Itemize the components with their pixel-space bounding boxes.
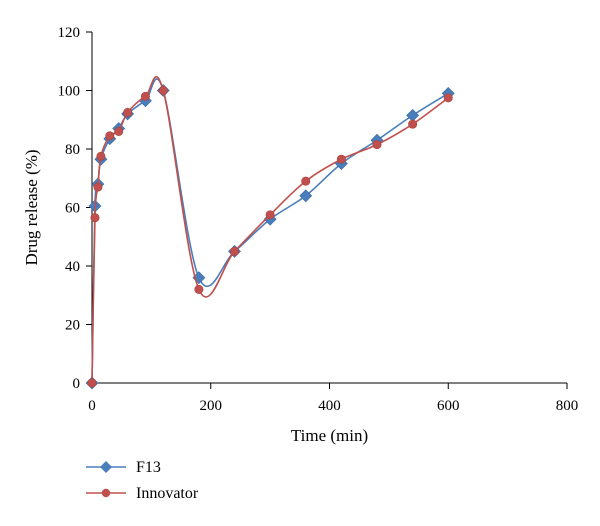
y-tick-label: 100	[58, 84, 81, 100]
data-point-innovator	[194, 284, 204, 294]
y-tick-label: 80	[65, 142, 80, 158]
data-point-innovator	[372, 140, 382, 150]
data-point-innovator	[96, 151, 106, 161]
y-ticks: 0 20 40 60 80 100 120	[58, 25, 92, 392]
data-point-innovator	[87, 378, 97, 388]
x-axis-title: Time (min)	[291, 426, 368, 445]
series-line-innovator	[91, 76, 449, 384]
data-point-innovator	[158, 86, 168, 96]
x-tick-label: 0	[88, 398, 96, 414]
series-line-f13	[91, 78, 449, 384]
y-tick-label: 60	[65, 201, 80, 217]
legend-label-f13: F13	[136, 459, 161, 476]
y-tick-label: 40	[65, 259, 80, 275]
series-f13	[85, 78, 455, 390]
data-point-innovator	[140, 91, 150, 101]
data-point-innovator	[443, 93, 453, 103]
data-point-f13	[299, 189, 313, 203]
legend-marker-f13	[100, 461, 112, 473]
data-point-innovator	[93, 182, 103, 192]
series-innovator	[87, 76, 453, 388]
legend-marker-innovator	[101, 488, 111, 498]
y-tick-label: 20	[65, 318, 80, 334]
x-ticks: 0 200 400 600 800	[88, 383, 578, 414]
legend-label-innovator: Innovator	[136, 485, 199, 502]
data-point-innovator	[123, 107, 133, 117]
data-point-innovator	[301, 176, 311, 186]
x-tick-label: 600	[437, 398, 460, 414]
y-tick-label: 120	[58, 25, 81, 41]
data-point-f13	[406, 108, 420, 122]
data-point-innovator	[230, 246, 240, 256]
legend-item-f13: F13	[86, 459, 161, 476]
legend-item-innovator: Innovator	[86, 485, 199, 502]
data-point-innovator	[265, 210, 275, 220]
data-point-innovator	[90, 213, 100, 223]
series-layer	[85, 76, 455, 390]
x-tick-label: 200	[200, 398, 223, 414]
data-point-innovator	[114, 126, 124, 136]
data-point-innovator	[336, 154, 346, 164]
legend: F13 Innovator	[86, 459, 199, 502]
y-axis-title: Drug release (%)	[22, 149, 41, 265]
x-tick-label: 800	[556, 398, 579, 414]
data-point-innovator	[105, 131, 115, 141]
y-tick-label: 0	[73, 376, 81, 392]
x-tick-label: 400	[318, 398, 341, 414]
data-point-innovator	[408, 119, 418, 129]
